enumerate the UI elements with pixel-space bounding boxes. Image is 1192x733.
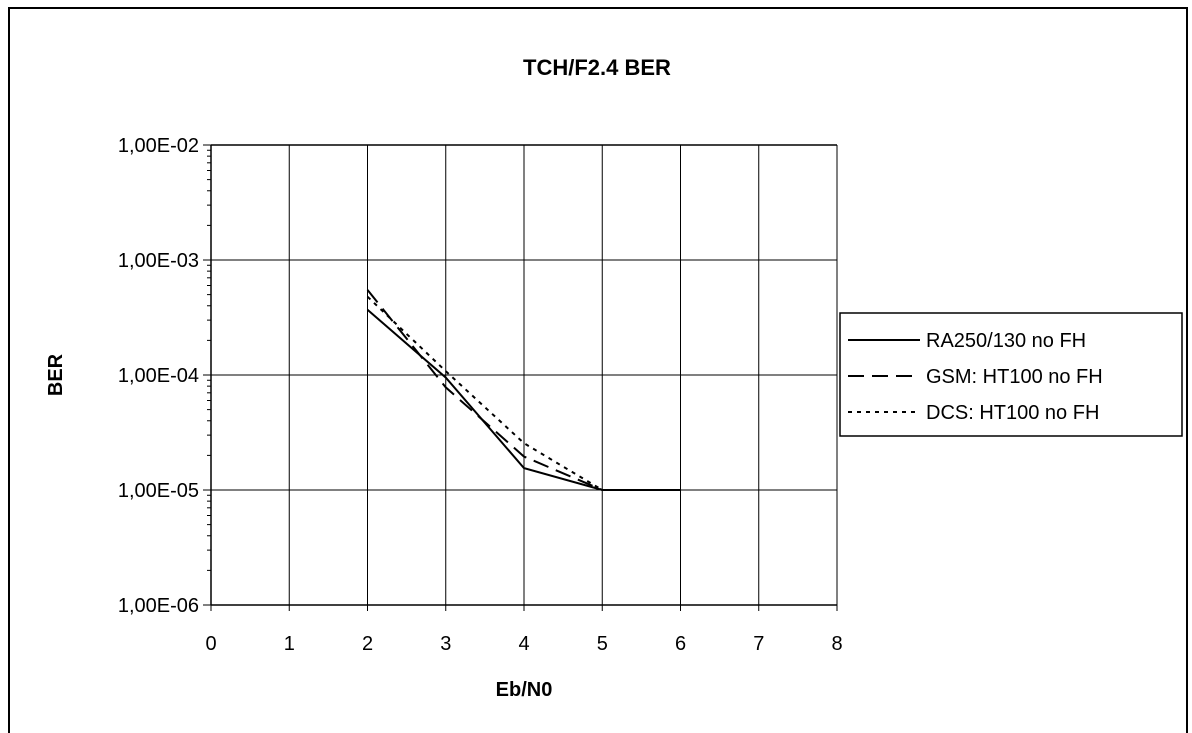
- x-tick-label: 6: [675, 633, 686, 655]
- y-axis-title: BER: [45, 353, 67, 396]
- y-axis: 1,00E-02 1,00E-03 1,00E-04 1,00E-05 1,00E-06: [118, 135, 212, 617]
- x-axis-title: Eb/N0: [496, 679, 553, 701]
- x-tick-label: 2: [362, 633, 373, 655]
- legend-box: [839, 312, 1183, 437]
- legend: RA250/130 no FH GSM: HT100 no FH DCS: HT10…: [839, 312, 1183, 437]
- y-tick-label: 1,00E-02: [118, 135, 199, 157]
- x-tick-label: 7: [753, 633, 764, 655]
- series-line-3: [366, 295, 681, 491]
- x-tick-label: 1: [284, 633, 295, 655]
- y-tick-label: 1,00E-03: [118, 250, 199, 272]
- x-tick-label: 8: [831, 633, 842, 655]
- x-tick-label: 0: [205, 633, 216, 655]
- x-tick-label: 3: [440, 633, 451, 655]
- legend-label-2: GSM: HT100 no FH: [926, 366, 1103, 388]
- y-tick-label: 1,00E-05: [118, 480, 199, 502]
- x-axis: 0 1 2 3 4 5 6 7 8: [205, 604, 843, 655]
- chart-title: TCH/F2.4 BER: [523, 55, 671, 80]
- series: [366, 289, 681, 491]
- y-tick-label: 1,00E-04: [118, 365, 199, 387]
- x-tick-label: 5: [597, 633, 608, 655]
- x-tick-label: 4: [518, 633, 529, 655]
- grid: [211, 144, 838, 606]
- series-line-2: [366, 289, 681, 491]
- legend-label-1: RA250/130 no FH: [926, 330, 1086, 352]
- legend-label-3: DCS: HT100 no FH: [926, 402, 1099, 424]
- y-tick-label: 1,00E-06: [118, 595, 199, 617]
